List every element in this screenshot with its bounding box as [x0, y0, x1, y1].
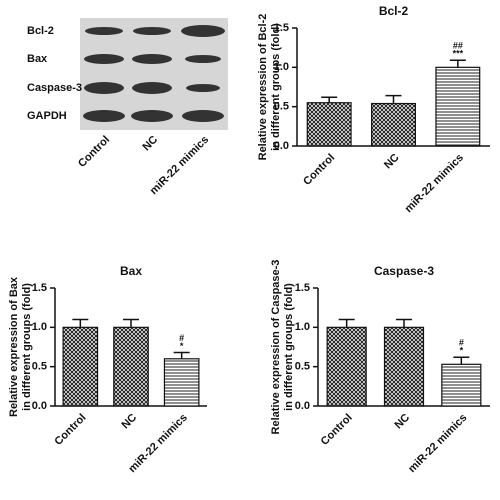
y-axis-label: in different groups (fold) — [21, 283, 33, 411]
y-axis-label: Relative expression of Caspase-3 — [270, 260, 282, 435]
y-tick-label: 0.5 — [32, 361, 47, 373]
band-label: Bcl-2 — [27, 25, 54, 37]
error-bar — [72, 318, 89, 328]
y-axis-label: in different groups (fold) — [283, 283, 295, 411]
significance-label: * — [180, 341, 184, 351]
chart-title: Bcl-2 — [379, 4, 409, 18]
y-tick-label: 0.5 — [295, 361, 310, 373]
x-tick-label: NC — [119, 412, 139, 432]
x-tick-label: NC — [392, 412, 412, 432]
x-tick-label: Control — [301, 152, 337, 188]
x-tick-label: NC — [382, 152, 402, 172]
bar — [62, 326, 99, 407]
y-tick-label: 1.5 — [32, 282, 47, 294]
y-tick-label: 1.5 — [295, 282, 310, 294]
chart-title: Bax — [120, 264, 142, 278]
chart-title: Caspase-3 — [374, 264, 434, 278]
error-bar — [385, 94, 402, 104]
bar — [163, 358, 200, 407]
bar — [113, 326, 149, 407]
bar — [383, 326, 425, 407]
x-tick-label: miR-22 mimics — [403, 152, 466, 215]
significance-label: # — [179, 333, 184, 343]
western-blot: Bcl-2 Bax Caspase-3 GAPDH Control NC miR… — [27, 18, 228, 197]
error-bar — [321, 96, 338, 103]
y-tick-label: 1.0 — [32, 321, 47, 333]
y-axis-label: Relative expression of Bcl-2 — [257, 14, 269, 161]
significance-label: ## — [453, 41, 463, 51]
band-label: Bax — [27, 53, 48, 65]
y-tick-label: 0.0 — [32, 400, 47, 412]
error-bar — [449, 59, 466, 68]
y-tick-label: 1.0 — [274, 61, 289, 73]
y-tick-label: 0.5 — [274, 101, 289, 113]
significance-label: # — [459, 338, 464, 348]
bar — [441, 363, 482, 407]
significance-label: *** — [453, 49, 464, 59]
x-tick-label: Control — [319, 412, 355, 448]
y-axis-label: in different groups (fold) — [270, 23, 282, 151]
x-tick-label: miR-22 mimics — [406, 412, 469, 475]
bar — [435, 66, 481, 147]
x-tick-label: Control — [52, 412, 88, 448]
error-bar — [338, 318, 355, 328]
error-bar — [123, 318, 139, 328]
y-tick-label: 1.0 — [295, 321, 310, 333]
y-tick-label: 1.5 — [274, 22, 289, 34]
band-label: GAPDH — [27, 110, 67, 122]
lane-label: NC — [140, 134, 160, 154]
y-tick-label: 0.0 — [274, 140, 289, 152]
lane-label: Control — [76, 134, 112, 170]
error-bar — [396, 318, 412, 328]
error-bar — [173, 351, 190, 359]
bar — [326, 326, 367, 407]
bar — [306, 102, 352, 147]
error-bar — [453, 356, 470, 365]
bar — [371, 102, 416, 147]
band-label: Caspase-3 — [27, 82, 82, 94]
y-tick-label: 0.0 — [295, 400, 310, 412]
blot-bands — [83, 25, 225, 122]
y-axis-label: Relative expression of Bax — [8, 276, 20, 417]
significance-label: * — [460, 346, 464, 356]
